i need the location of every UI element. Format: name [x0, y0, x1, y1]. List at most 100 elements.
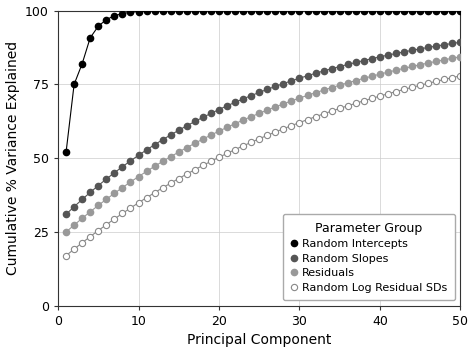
- Random Log Residual SDs: [136, 201, 141, 205]
- Residuals: [393, 68, 399, 72]
- Residuals: [441, 58, 447, 62]
- Random Intercepts: [289, 8, 294, 13]
- Random Intercepts: [449, 8, 455, 13]
- Random Intercepts: [321, 8, 327, 13]
- Random Slopes: [79, 197, 85, 202]
- Random Slopes: [353, 60, 359, 65]
- Random Intercepts: [273, 8, 278, 13]
- Residuals: [410, 64, 415, 68]
- Residuals: [281, 102, 286, 106]
- Random Slopes: [224, 104, 230, 108]
- Random Intercepts: [329, 8, 335, 13]
- Residuals: [457, 55, 463, 59]
- Random Intercepts: [345, 8, 351, 13]
- Random Log Residual SDs: [79, 241, 85, 245]
- Random Log Residual SDs: [103, 223, 109, 227]
- Random Intercepts: [418, 8, 423, 13]
- Residuals: [176, 150, 182, 154]
- Residuals: [119, 185, 125, 190]
- Residuals: [232, 121, 238, 126]
- Random Intercepts: [457, 8, 463, 13]
- Random Slopes: [200, 115, 206, 119]
- Random Slopes: [289, 79, 294, 83]
- Random Slopes: [297, 76, 302, 80]
- Random Log Residual SDs: [385, 92, 391, 96]
- Random Log Residual SDs: [200, 163, 206, 168]
- Random Log Residual SDs: [119, 211, 125, 216]
- Random Log Residual SDs: [95, 228, 101, 233]
- Random Log Residual SDs: [449, 76, 455, 80]
- Random Log Residual SDs: [441, 77, 447, 82]
- Random Intercepts: [200, 8, 206, 13]
- Random Slopes: [128, 159, 133, 163]
- Random Intercepts: [71, 82, 77, 86]
- Residuals: [449, 56, 455, 60]
- Random Log Residual SDs: [111, 217, 117, 221]
- Residuals: [240, 118, 246, 122]
- Residuals: [297, 96, 302, 100]
- Random Slopes: [248, 94, 254, 98]
- Residuals: [433, 59, 439, 64]
- Random Intercepts: [136, 10, 141, 14]
- Random Log Residual SDs: [281, 127, 286, 131]
- Random Intercepts: [313, 8, 319, 13]
- Residuals: [329, 85, 335, 90]
- Residuals: [273, 105, 278, 109]
- Residuals: [200, 137, 206, 141]
- Line: Random Log Residual SDs: Random Log Residual SDs: [63, 73, 464, 259]
- Random Intercepts: [297, 8, 302, 13]
- Random Intercepts: [128, 10, 133, 14]
- Residuals: [385, 70, 391, 74]
- Random Intercepts: [119, 11, 125, 16]
- Random Intercepts: [176, 8, 182, 13]
- Random Intercepts: [152, 9, 157, 13]
- Random Intercepts: [433, 8, 439, 13]
- Random Log Residual SDs: [160, 186, 165, 190]
- Residuals: [425, 61, 431, 65]
- Random Log Residual SDs: [393, 89, 399, 94]
- Random Log Residual SDs: [353, 101, 359, 106]
- Random Slopes: [152, 143, 157, 147]
- Random Slopes: [192, 119, 198, 124]
- Random Log Residual SDs: [224, 151, 230, 156]
- Residuals: [128, 180, 133, 184]
- Residuals: [192, 141, 198, 145]
- Random Log Residual SDs: [321, 112, 327, 116]
- Random Log Residual SDs: [216, 155, 222, 160]
- Random Slopes: [160, 138, 165, 142]
- Residuals: [103, 197, 109, 202]
- Random Slopes: [184, 124, 190, 128]
- Random Log Residual SDs: [313, 115, 319, 119]
- Random Log Residual SDs: [433, 79, 439, 83]
- Random Intercepts: [281, 8, 286, 13]
- Random Log Residual SDs: [184, 172, 190, 176]
- Random Slopes: [144, 148, 149, 152]
- Random Slopes: [433, 44, 439, 48]
- Residuals: [144, 169, 149, 174]
- Line: Random Slopes: Random Slopes: [63, 39, 464, 217]
- Residuals: [224, 125, 230, 130]
- Random Slopes: [273, 84, 278, 89]
- Random Slopes: [425, 45, 431, 49]
- Residuals: [345, 81, 351, 85]
- Random Intercepts: [216, 8, 222, 13]
- Random Slopes: [418, 47, 423, 51]
- Random Intercepts: [393, 8, 399, 13]
- Random Slopes: [216, 107, 222, 112]
- Random Intercepts: [337, 8, 343, 13]
- Random Intercepts: [401, 8, 407, 13]
- Random Slopes: [264, 87, 270, 91]
- Random Log Residual SDs: [425, 81, 431, 85]
- Random Intercepts: [192, 8, 198, 13]
- Residuals: [264, 108, 270, 112]
- Y-axis label: Cumulative % Variance Explained: Cumulative % Variance Explained: [6, 41, 19, 275]
- Residuals: [168, 155, 173, 159]
- Random Intercepts: [353, 8, 359, 13]
- Residuals: [313, 91, 319, 95]
- Residuals: [321, 88, 327, 92]
- Random Slopes: [136, 153, 141, 157]
- Random Log Residual SDs: [63, 253, 69, 258]
- Random Slopes: [345, 62, 351, 67]
- Line: Random Intercepts: Random Intercepts: [63, 7, 464, 155]
- Residuals: [71, 223, 77, 227]
